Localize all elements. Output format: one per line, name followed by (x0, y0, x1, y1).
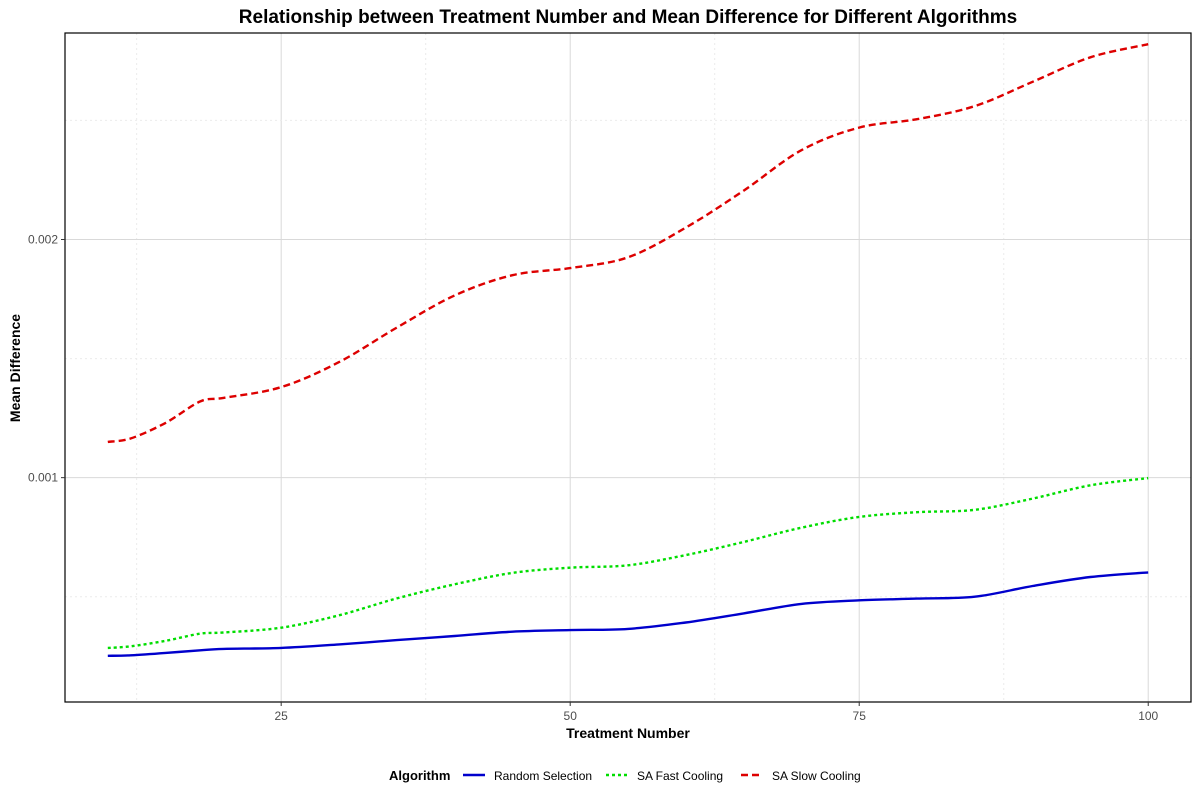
y-tick-label: 0.002 (28, 232, 58, 246)
y-axis-title: Mean Difference (7, 314, 23, 422)
legend-label-random-selection: Random Selection (494, 769, 592, 783)
x-tick-label: 100 (1138, 709, 1158, 723)
x-axis-ticks: 25 50 75 100 (275, 702, 1159, 723)
chart-title: Relationship between Treatment Number an… (239, 7, 1017, 28)
x-tick-label: 75 (853, 709, 867, 723)
grid-lines (65, 33, 1191, 702)
series-line-sa-fast-cooling (107, 476, 1149, 650)
legend-label-sa-fast-cooling: SA Fast Cooling (637, 769, 723, 783)
y-axis-ticks: 0.001 0.002 (28, 232, 65, 485)
plot-panel-border (64, 32, 1192, 703)
y-tick-label: 0.001 (28, 471, 58, 485)
legend-title: Algorithm (389, 768, 450, 783)
x-tick-label: 25 (275, 709, 289, 723)
x-tick-label: 50 (564, 709, 578, 723)
series-line-random-selection (107, 571, 1149, 657)
x-axis-title: Treatment Number (566, 725, 690, 741)
legend-label-sa-slow-cooling: SA Slow Cooling (772, 769, 861, 783)
legend: Algorithm Random Selection SA Fast Coolin… (389, 768, 861, 783)
legend-items: Random Selection SA Fast Cooling SA Slow C… (463, 769, 861, 783)
series-line-sa-slow-cooling (107, 43, 1149, 444)
plot-series (107, 43, 1149, 657)
